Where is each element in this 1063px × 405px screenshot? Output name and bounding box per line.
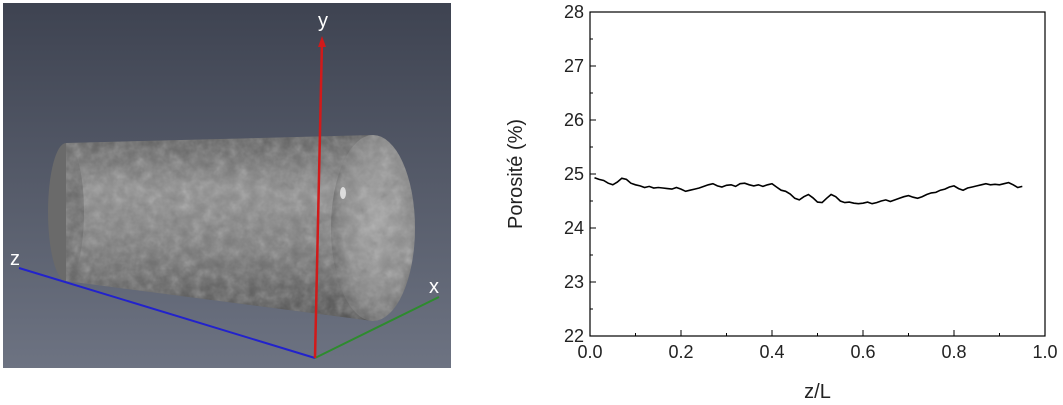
- y-axis-label: y: [318, 10, 328, 32]
- z-axis-label: z: [10, 248, 20, 270]
- y-axis-line: [313, 40, 324, 359]
- x-tick-label: 0.0: [577, 342, 602, 362]
- y-tick-label: 25: [564, 164, 584, 184]
- x-tick-label: 1.0: [1032, 342, 1057, 362]
- x-tick-label: 0.8: [941, 342, 966, 362]
- y-axis-arrow: [318, 36, 326, 47]
- cylinder-3d-view: y z x: [3, 3, 451, 368]
- y-tick-label: 26: [564, 110, 584, 130]
- y-tick-label: 23: [564, 272, 584, 292]
- porosity-chart: 0.0 0.2 0.4 0.6 0.8 1.0 22 23 24 25 26 27 28 z/L Por…: [505, 2, 1058, 403]
- y-tick-label: 22: [564, 326, 584, 346]
- x-tick-label: 0.2: [668, 342, 693, 362]
- y-tick-label: 28: [564, 2, 584, 22]
- x-tick-label: 0.6: [850, 342, 875, 362]
- x-axis-line: [314, 296, 440, 359]
- plot-frame: [589, 11, 1046, 337]
- y-tick-label: 24: [564, 218, 584, 238]
- x-tick-label: 0.4: [759, 342, 784, 362]
- y-tick-label: 27: [564, 56, 584, 76]
- x-axis-label: x: [429, 276, 439, 298]
- porosity-series-line: [594, 177, 1023, 205]
- z-axis-line: [18, 267, 316, 359]
- x-axis-title: z/L: [804, 381, 831, 403]
- y-axis-title: Porosité (%): [505, 119, 527, 229]
- cylinder-sample: [48, 135, 415, 321]
